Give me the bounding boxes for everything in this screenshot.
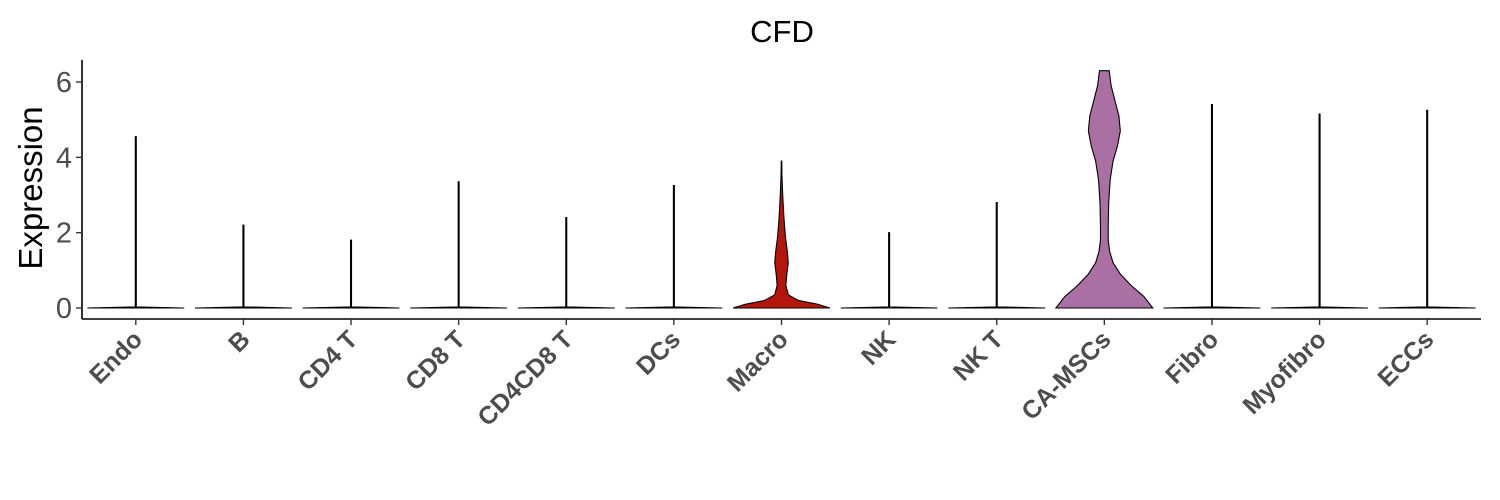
x-tick-label-fibro: Fibro [1160,325,1224,389]
violin-cd4cd8-t [517,217,615,309]
x-tick-label-cd4-t: CD4 T [292,325,363,396]
violin-fibro [1163,104,1261,309]
x-tick-label-ca-mscs: CA-MSCs [1016,325,1116,425]
violin-myofibro [1271,113,1369,309]
x-tick-label-eccs: ECCs [1372,325,1439,392]
violin-eccs [1378,109,1476,309]
x-tick-label-cd8-t: CD8 T [400,325,471,396]
violin-group [87,70,1476,309]
x-tick-label-macro: Macro [722,325,794,397]
y-tick-label: 0 [56,293,72,325]
y-tick-label: 2 [56,218,72,250]
y-tick-label: 4 [56,142,72,174]
x-tick-label-nk: NK [856,325,901,370]
x-tick-label-dcs: DCs [631,325,686,380]
x-tick-label-myofibro: Myofibro [1237,325,1331,419]
x-tick-label-b: B [223,325,256,358]
violin-nk-t [948,201,1046,309]
violin-endo [87,136,185,309]
violin-ca-mscs [1054,70,1154,309]
violin-nk [840,232,938,309]
x-tick-label-endo: Endo [84,325,148,389]
violin-cd4-t [302,239,400,309]
x-tick-label-nk-t: NK T [948,325,1009,386]
violin-b [194,224,292,309]
y-tick-label: 6 [56,67,72,99]
chart-title: CFD [750,14,814,49]
x-tick-label-cd4cd8-t: CD4CD8 T [472,325,578,431]
y-axis-label: Expression [12,106,49,269]
violin-macro [732,160,831,309]
violin-dcs [625,185,723,309]
x-ticks: Endo B CD4 T CD8 T CD4CD8 T DCs Macro NK NK T CA-… [84,319,1439,432]
violin-cd8-t [410,181,508,309]
y-ticks: 0 2 4 6 [56,67,82,325]
